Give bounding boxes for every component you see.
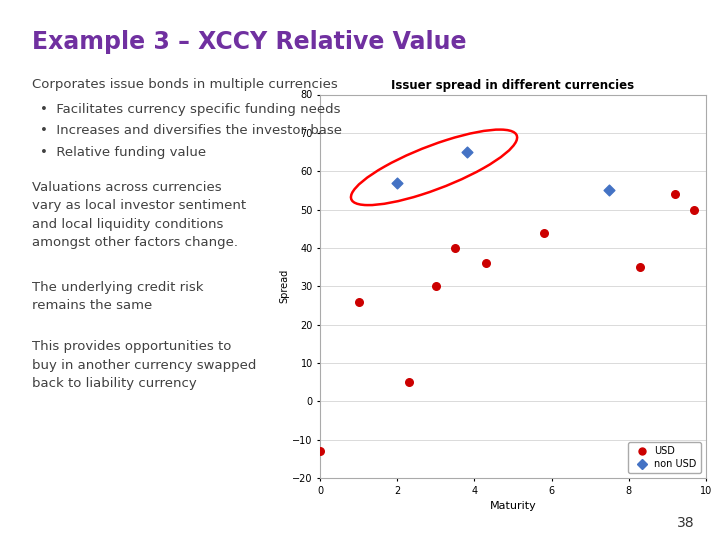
Point	[603, 186, 615, 195]
Point	[403, 378, 415, 387]
Point	[449, 244, 461, 252]
Text: Example 3 – XCCY Relative Value: Example 3 – XCCY Relative Value	[32, 30, 467, 53]
Text: The underlying credit risk
remains the same: The underlying credit risk remains the s…	[32, 281, 204, 312]
Text: Valuations across currencies
vary as local investor sentiment
and local liquidit: Valuations across currencies vary as loc…	[32, 181, 246, 249]
Point	[480, 259, 492, 267]
Point	[669, 190, 680, 199]
Point	[431, 282, 442, 291]
Text: Corporates issue bonds in multiple currencies: Corporates issue bonds in multiple curre…	[32, 78, 338, 91]
Text: 38: 38	[678, 516, 695, 530]
Point	[392, 178, 403, 187]
Text: •  Increases and diversifies the investor base: • Increases and diversifies the investor…	[40, 124, 341, 137]
Text: This provides opportunities to
buy in another currency swapped
back to liability: This provides opportunities to buy in an…	[32, 340, 257, 390]
Text: •  Relative funding value: • Relative funding value	[40, 146, 206, 159]
X-axis label: Maturity: Maturity	[490, 501, 536, 511]
Point	[688, 205, 700, 214]
Legend: USD, non USD: USD, non USD	[629, 442, 701, 473]
Point	[634, 262, 646, 271]
Point	[353, 297, 364, 306]
Y-axis label: Spread: Spread	[279, 269, 289, 303]
Text: •  Facilitates currency specific funding needs: • Facilitates currency specific funding …	[40, 103, 340, 116]
Title: Issuer spread in different currencies: Issuer spread in different currencies	[392, 79, 634, 92]
Point	[315, 447, 326, 455]
Point	[461, 147, 472, 157]
Point	[538, 228, 549, 237]
